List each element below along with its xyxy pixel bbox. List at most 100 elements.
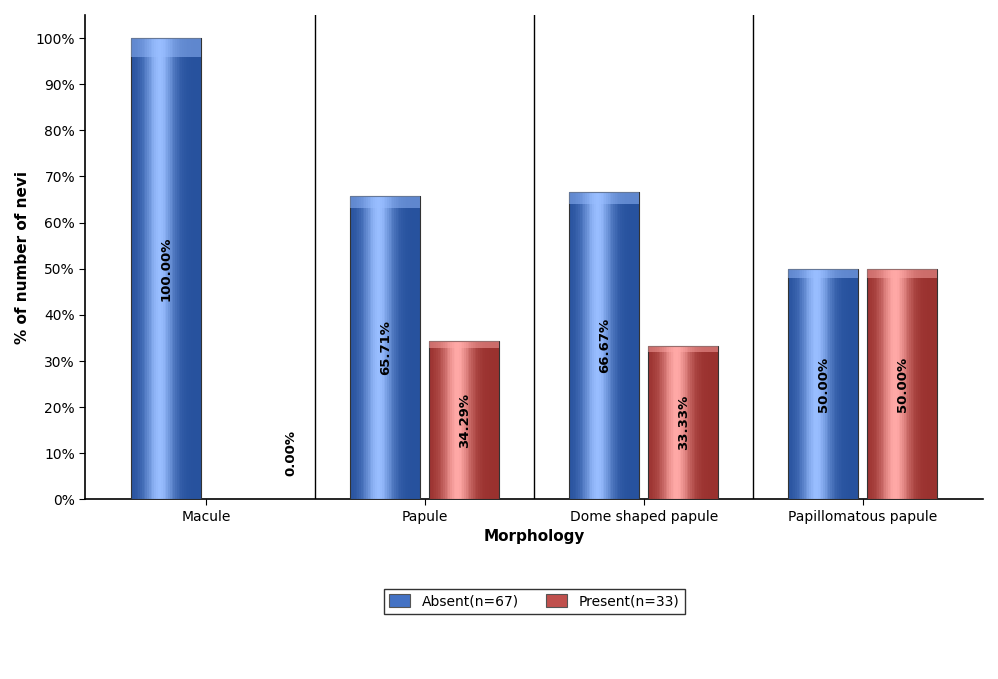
- Bar: [441, 342, 443, 500]
- Bar: [893, 269, 895, 500]
- Bar: [830, 269, 832, 500]
- Bar: [408, 196, 410, 500]
- Bar: [163, 38, 165, 500]
- Bar: [904, 269, 906, 500]
- Bar: [928, 269, 930, 500]
- Bar: [155, 38, 156, 500]
- Bar: [468, 342, 470, 500]
- Bar: [575, 192, 577, 500]
- Bar: [652, 346, 654, 500]
- Bar: [847, 269, 849, 500]
- Bar: [188, 38, 190, 500]
- Bar: [383, 196, 385, 500]
- Text: 100.00%: 100.00%: [160, 236, 173, 301]
- Bar: [705, 346, 706, 500]
- Bar: [434, 342, 436, 500]
- Bar: [482, 342, 484, 500]
- Bar: [429, 342, 431, 500]
- Bar: [448, 342, 450, 500]
- Bar: [867, 269, 937, 500]
- Bar: [144, 38, 146, 500]
- Bar: [902, 269, 904, 500]
- Bar: [698, 346, 699, 500]
- Bar: [615, 192, 617, 500]
- Bar: [800, 269, 802, 500]
- Bar: [809, 269, 811, 500]
- Bar: [624, 192, 626, 500]
- Bar: [195, 38, 197, 500]
- Bar: [613, 192, 615, 500]
- Text: 33.33%: 33.33%: [677, 395, 690, 450]
- Bar: [650, 346, 652, 500]
- Bar: [350, 196, 420, 500]
- Bar: [657, 346, 659, 500]
- Bar: [156, 38, 158, 500]
- Bar: [362, 196, 364, 500]
- Bar: [578, 192, 580, 500]
- Bar: [139, 38, 141, 500]
- Bar: [914, 269, 916, 500]
- Bar: [842, 269, 844, 500]
- Bar: [137, 38, 139, 500]
- Bar: [573, 192, 575, 500]
- Bar: [132, 38, 202, 56]
- Bar: [569, 192, 571, 500]
- Bar: [793, 269, 795, 500]
- Bar: [790, 269, 791, 500]
- Bar: [791, 269, 793, 500]
- Bar: [462, 342, 464, 500]
- Bar: [849, 269, 851, 500]
- Bar: [671, 346, 673, 500]
- Bar: [382, 196, 384, 500]
- Bar: [404, 196, 406, 500]
- Bar: [350, 196, 352, 500]
- Bar: [706, 346, 708, 500]
- Bar: [576, 192, 578, 500]
- Bar: [606, 192, 608, 500]
- Bar: [497, 342, 499, 500]
- Bar: [385, 196, 387, 500]
- Bar: [376, 196, 378, 500]
- Bar: [713, 346, 715, 500]
- Bar: [429, 342, 499, 500]
- Bar: [874, 269, 876, 500]
- Bar: [352, 196, 354, 500]
- Bar: [916, 269, 918, 500]
- Text: 66.67%: 66.67%: [598, 318, 611, 373]
- Bar: [926, 269, 928, 500]
- Bar: [631, 192, 633, 500]
- Bar: [856, 269, 858, 500]
- Bar: [461, 342, 463, 500]
- Bar: [436, 342, 438, 500]
- Bar: [875, 269, 877, 500]
- Bar: [837, 269, 839, 500]
- Bar: [583, 192, 585, 500]
- Bar: [594, 192, 596, 500]
- Bar: [617, 192, 619, 500]
- Bar: [599, 192, 601, 500]
- Bar: [826, 269, 828, 500]
- Bar: [634, 192, 636, 500]
- Bar: [867, 269, 937, 278]
- Bar: [357, 196, 359, 500]
- Bar: [184, 38, 186, 500]
- Bar: [487, 342, 489, 500]
- Bar: [888, 269, 890, 500]
- Bar: [879, 269, 881, 500]
- Bar: [132, 38, 134, 500]
- Bar: [475, 342, 477, 500]
- Bar: [648, 346, 719, 500]
- Bar: [364, 196, 366, 500]
- Bar: [886, 269, 888, 500]
- Bar: [160, 38, 162, 500]
- Bar: [884, 269, 886, 500]
- Bar: [854, 269, 856, 500]
- Bar: [788, 269, 858, 278]
- Bar: [846, 269, 848, 500]
- Bar: [140, 38, 142, 500]
- Bar: [890, 269, 892, 500]
- Bar: [153, 38, 155, 500]
- Bar: [480, 342, 482, 500]
- Y-axis label: % of number of nevi: % of number of nevi: [15, 170, 30, 344]
- Bar: [629, 192, 631, 500]
